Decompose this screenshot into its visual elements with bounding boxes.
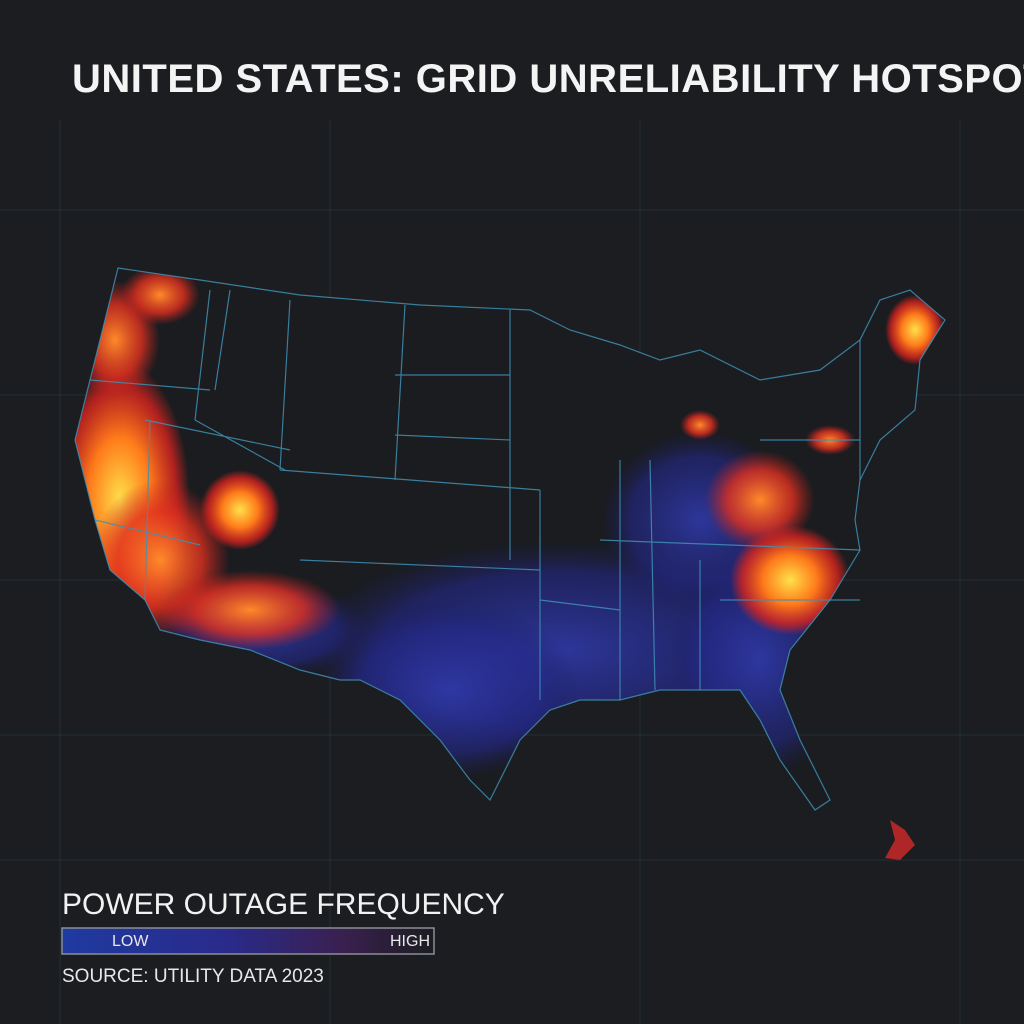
hotspot	[160, 570, 340, 650]
legend-bar	[61, 927, 435, 955]
hotspot	[200, 470, 280, 550]
legend-high: HIGH	[390, 933, 430, 950]
hotspot	[680, 410, 720, 440]
legend-title: POWER OUTAGE FREQUENCY	[62, 888, 505, 921]
state-borders	[89, 289, 861, 700]
legend-low: LOW	[112, 933, 149, 950]
legend: POWER OUTAGE FREQUENCY LOW HIGH	[61, 888, 505, 955]
title: UNITED STATES: GRID UNRELIABILITY HOTSPO…	[72, 57, 1024, 101]
us-map	[74, 267, 946, 860]
hotspot	[730, 525, 850, 635]
hotspots	[75, 268, 945, 780]
hotspot	[885, 295, 945, 365]
source: SOURCE: UTILITY DATA 2023	[62, 966, 324, 987]
hotspot	[120, 268, 200, 325]
hotspot	[705, 450, 815, 550]
border	[74, 267, 946, 811]
island	[885, 820, 915, 860]
